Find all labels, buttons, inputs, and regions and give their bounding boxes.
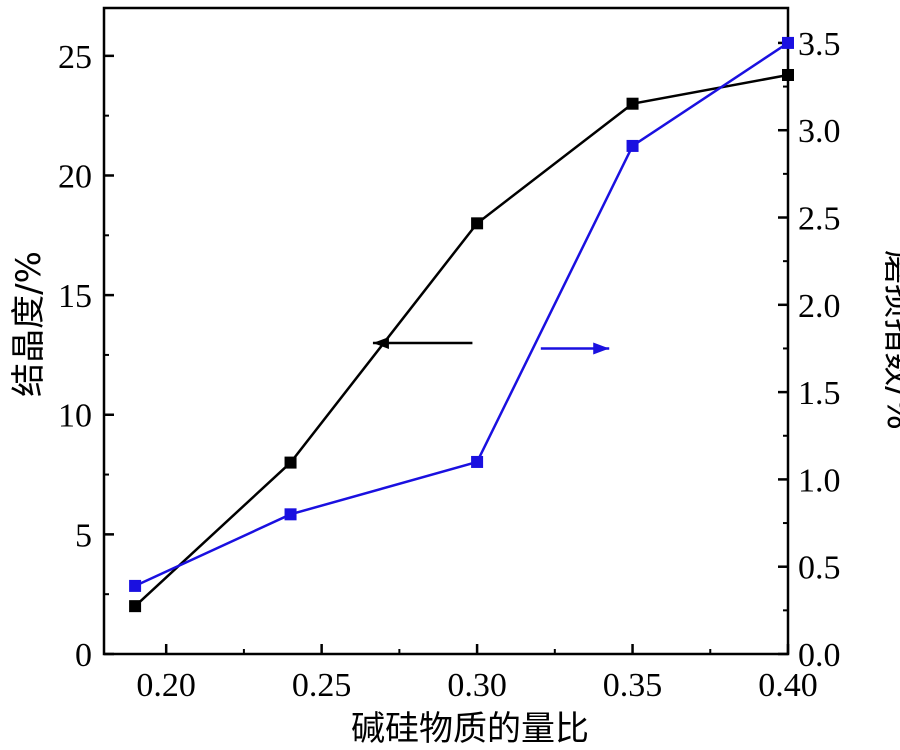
series-left-point (129, 600, 142, 613)
y-right-tick-label: 1.0 (798, 462, 841, 499)
axis-ticks: 0.20 0.25 0.30 0.35 0.40 0 5 10 15 20 25 0.0 0.5 1.0 1… (58, 26, 841, 704)
series-right-point (782, 36, 794, 49)
x-tick-label: 0.35 (603, 667, 663, 704)
series-right-point (471, 455, 484, 468)
plot-frame (102, 6, 790, 656)
series-left-point (284, 456, 297, 469)
y-axis-left-title: 结晶度/% (9, 251, 49, 397)
y-left-tick-label: 20 (58, 158, 92, 195)
y-right-tick-label: 3.5 (798, 26, 841, 63)
series-left-line (134, 73, 789, 608)
y-left-tick-label: 10 (58, 398, 92, 435)
series-right-line (134, 41, 789, 588)
x-tick-label: 0.40 (758, 667, 818, 704)
series-right-point (626, 139, 639, 152)
x-tick-label: 0.20 (136, 667, 196, 704)
y-left-tick-label: 25 (58, 39, 92, 76)
x-tick-label: 0.30 (447, 667, 507, 704)
series-left-point (626, 97, 639, 110)
y-axis-right-title: 磨损指数/% (879, 250, 900, 430)
y-left-tick-label: 15 (58, 278, 92, 315)
y-left-tick-label: 5 (75, 517, 92, 554)
y-right-tick-label: 0.0 (798, 637, 841, 674)
arrow-right-axis-head (593, 342, 610, 355)
series-left-point (471, 217, 484, 230)
x-axis-title: 碱硅物质的量比 (351, 709, 589, 749)
series-layer (129, 36, 794, 613)
series-left-point (782, 68, 794, 81)
y-right-tick-label: 1.5 (798, 375, 841, 412)
y-left-tick-label: 0 (75, 637, 92, 674)
y-right-tick-label: 3.0 (798, 113, 841, 150)
series-right-point (284, 508, 297, 521)
y-right-tick-label: 2.5 (798, 201, 841, 238)
arrow-left-axis-head (372, 336, 389, 349)
series-right-point (129, 579, 142, 592)
x-tick-label: 0.25 (292, 667, 352, 704)
y-right-tick-label: 2.0 (798, 288, 841, 325)
y-right-tick-label: 0.5 (798, 550, 841, 587)
annotations-layer (372, 336, 610, 355)
